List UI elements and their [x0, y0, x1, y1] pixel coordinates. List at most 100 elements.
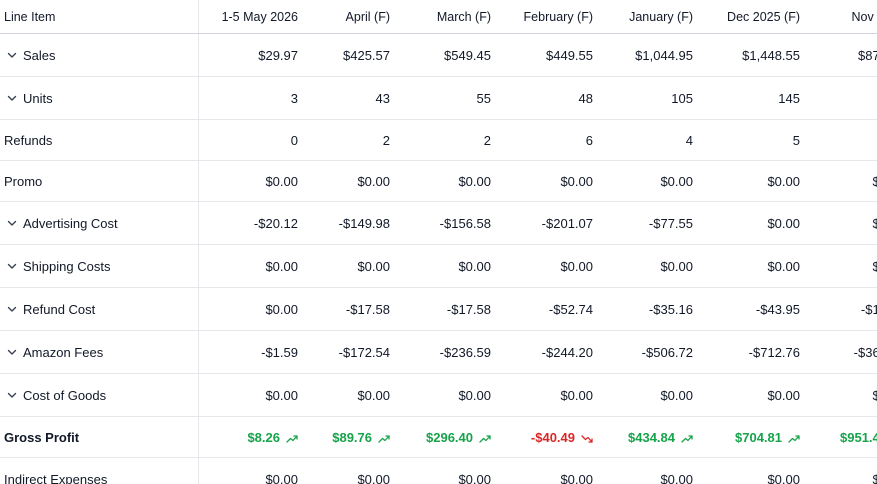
table-cell: -$77.55	[563, 202, 693, 244]
table-cell: $0.00	[361, 245, 491, 287]
row-label: Amazon Fees	[23, 344, 104, 360]
column-header[interactable]: Dec 2025 (F)	[727, 9, 800, 24]
table-cell: $0.00	[168, 458, 298, 484]
column-header[interactable]: April (F)	[345, 9, 390, 24]
chevron-down-icon[interactable]	[5, 216, 19, 230]
header-line-item[interactable]: Line Item	[0, 0, 199, 33]
cell-value: $704.81	[735, 429, 782, 445]
cell-value: $873.20	[858, 47, 877, 63]
column-header[interactable]: March (F)	[436, 9, 491, 24]
table-cell: $0.00	[670, 458, 800, 484]
table-cell: $449.55	[463, 34, 593, 76]
table-row: Gross Profit $8.26 $89.76 $296.40 -$40.49 $43…	[0, 417, 877, 458]
cell-value: $0.00	[767, 387, 800, 403]
cell-value: $0.00	[560, 173, 593, 189]
cell-value: $0.00	[265, 471, 298, 484]
column-header[interactable]: Nov 2025	[851, 9, 877, 24]
trend-up-icon	[788, 432, 800, 443]
table-cell: $0.00	[775, 458, 877, 484]
cell-value: $434.84	[628, 429, 675, 445]
row-label: Sales	[23, 47, 56, 63]
cell-value: $0.00	[560, 258, 593, 274]
table-cell: -$156.58	[361, 202, 491, 244]
table-row: Refund Cost $0.00 -$17.58 -$17.58 -$52.74 -$3…	[0, 288, 877, 331]
table-cell: -$201.07	[463, 202, 593, 244]
table-cell: -$1.59	[168, 331, 298, 373]
table-cell: -$43.95	[670, 288, 800, 330]
table-cell: $0.00	[168, 161, 298, 201]
cell-value: $0.00	[767, 173, 800, 189]
table-cell: $0.00	[775, 245, 877, 287]
trend-up-icon	[479, 432, 491, 443]
table-cell: 55	[361, 77, 491, 119]
table-cell: $0.00	[260, 374, 390, 416]
table-cell: -$506.72	[563, 331, 693, 373]
row-label-cell[interactable]: Refund Cost	[0, 288, 199, 330]
cell-value: -$52.74	[548, 301, 593, 317]
row-label-cell[interactable]: Cost of Goods	[0, 374, 199, 416]
row-label-cell[interactable]: Units	[0, 77, 199, 119]
cell-value: 2	[483, 132, 491, 148]
table-row: Refunds 0 2 2 6 4 53	[0, 120, 877, 161]
table-cell: $0.00	[563, 161, 693, 201]
cell-value: 48	[578, 90, 593, 106]
row-label-cell: Promo	[0, 161, 199, 201]
table-cell: 2	[361, 120, 491, 160]
cell-value: -$77.55	[648, 215, 693, 231]
table-cell: 4	[563, 120, 693, 160]
cell-value: -$506.72	[641, 344, 693, 360]
table-cell: $0.00	[775, 374, 877, 416]
cell-value: $29.97	[258, 47, 298, 63]
table-cell: $1,044.95	[563, 34, 693, 76]
row-label: Promo	[4, 173, 43, 189]
chevron-down-icon[interactable]	[5, 48, 19, 62]
cell-value: $0.00	[660, 258, 693, 274]
chevron-down-icon[interactable]	[5, 302, 19, 316]
trend-up-icon	[286, 432, 298, 443]
table-cell: $0.00	[361, 374, 491, 416]
cell-value: -$236.59	[439, 344, 491, 360]
table-cell: $0.00	[260, 161, 390, 201]
table-cell: -$712.76	[670, 331, 800, 373]
table-row: Shipping Costs $0.00 $0.00 $0.00 $0.00 $0.00 $…	[0, 245, 877, 288]
cell-value: 43	[375, 90, 390, 106]
table-cell: -$244.20	[463, 331, 593, 373]
cell-value: $425.57	[343, 47, 390, 63]
cell-value: $0.00	[767, 215, 800, 231]
cell-value: $0.00	[660, 471, 693, 484]
table-cell: $29.97	[168, 34, 298, 76]
cell-value: -$35.16	[648, 301, 693, 317]
row-label-cell[interactable]: Sales	[0, 34, 199, 76]
cell-value: $0.00	[872, 387, 877, 403]
row-label-cell[interactable]: Advertising Cost	[0, 202, 199, 244]
chevron-down-icon[interactable]	[5, 345, 19, 359]
chevron-down-icon[interactable]	[5, 259, 19, 273]
table-cell: -$360.15	[775, 331, 877, 373]
cell-value: $0.00	[357, 471, 390, 484]
cell-value: $1,448.55	[742, 47, 800, 63]
column-header[interactable]: 1-5 May 2026	[221, 9, 298, 24]
cell-value: 105	[671, 90, 693, 106]
cell-value: $0.00	[660, 173, 693, 189]
row-label-cell[interactable]: Shipping Costs	[0, 245, 199, 287]
row-label: Refunds	[4, 132, 53, 148]
column-header[interactable]: January (F)	[629, 9, 693, 24]
chevron-down-icon[interactable]	[5, 388, 19, 402]
table-cell: -$17.58	[260, 288, 390, 330]
cell-value: $0.00	[872, 471, 877, 484]
row-label-cell[interactable]: Amazon Fees	[0, 331, 199, 373]
column-header[interactable]: February (F)	[523, 9, 593, 24]
chevron-down-icon[interactable]	[5, 91, 19, 105]
table-cell: -$172.54	[260, 331, 390, 373]
table-cell: $873.20	[775, 34, 877, 76]
cell-value: -$360.15	[853, 344, 877, 360]
table-cell: $0.00	[670, 161, 800, 201]
cell-value: $0.00	[560, 387, 593, 403]
cell-value: -$156.58	[439, 215, 491, 231]
table-cell: $0.00	[361, 161, 491, 201]
table-cell: $296.40	[361, 417, 491, 457]
cell-value: 0	[290, 132, 298, 148]
table-cell: $0.00	[168, 288, 298, 330]
cell-value: -$712.76	[748, 344, 800, 360]
table-cell: -$52.74	[463, 288, 593, 330]
